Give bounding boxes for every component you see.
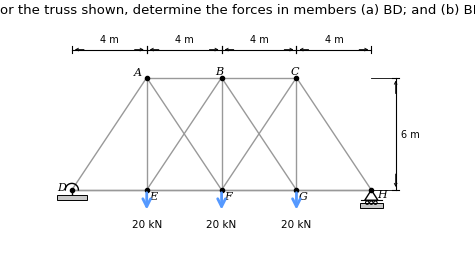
- Text: 4 m: 4 m: [100, 35, 119, 45]
- Text: H: H: [377, 189, 387, 199]
- Text: C: C: [290, 67, 299, 77]
- Text: 20 kN: 20 kN: [132, 219, 162, 229]
- Text: E: E: [149, 192, 157, 202]
- Text: 20 kN: 20 kN: [281, 219, 312, 229]
- Text: B: B: [216, 67, 224, 77]
- Text: 6 m: 6 m: [401, 129, 420, 139]
- Bar: [360, 203, 382, 208]
- Text: F: F: [224, 192, 232, 202]
- Text: 4 m: 4 m: [175, 35, 193, 45]
- Text: G: G: [299, 192, 307, 202]
- Text: D: D: [57, 182, 66, 192]
- Text: 4 m: 4 m: [324, 35, 343, 45]
- Text: 20 kN: 20 kN: [207, 219, 237, 229]
- Bar: [57, 195, 87, 200]
- Text: A: A: [134, 68, 142, 78]
- Text: 4 m: 4 m: [250, 35, 268, 45]
- Title: For the truss shown, determine the forces in members (a) BD; and (b) BF.: For the truss shown, determine the force…: [0, 4, 475, 17]
